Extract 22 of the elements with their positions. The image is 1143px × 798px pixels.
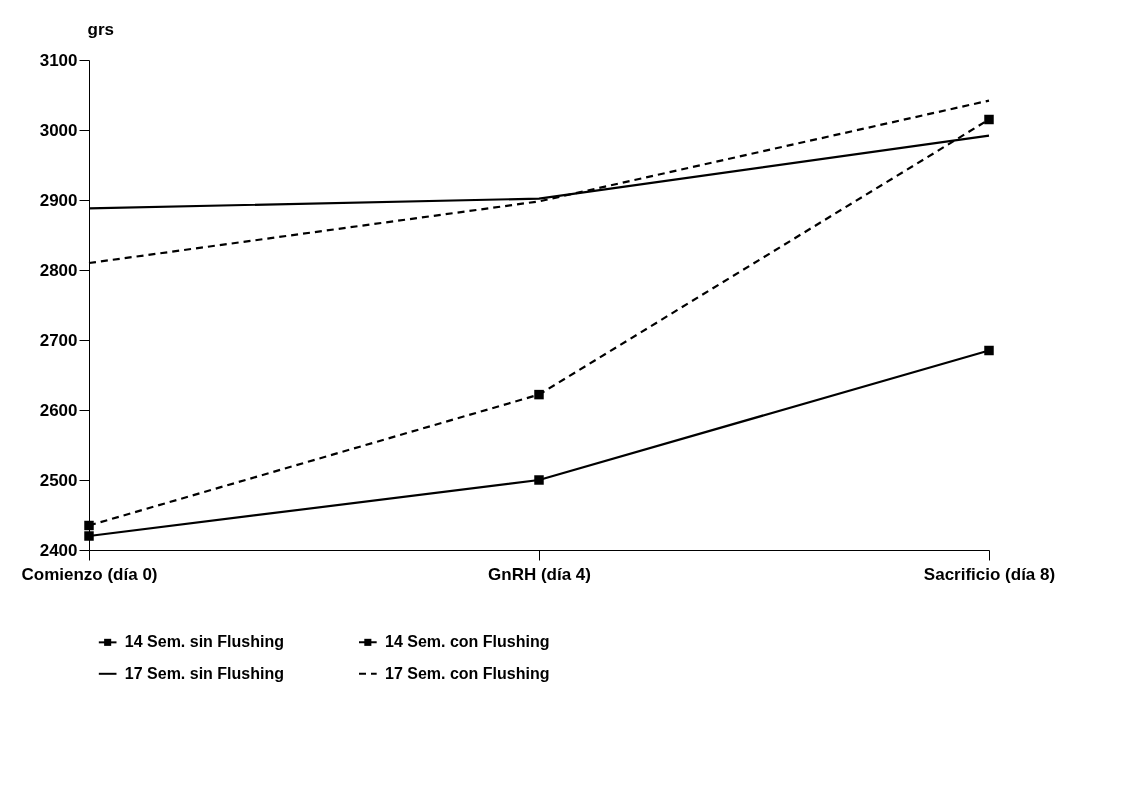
point <box>84 520 94 531</box>
y-tick-label: 3000 <box>39 120 78 140</box>
legend-label: 17 Sem. con Flushing <box>385 664 550 682</box>
x-tick-label: GnRH (día 4) <box>488 564 591 584</box>
legend-label: 17 Sem. sin Flushing <box>124 664 284 682</box>
y-tick-label: 2400 <box>39 540 78 560</box>
legend-label: 14 Sem. con Flushing <box>385 633 550 651</box>
y-axis-title: grs <box>87 19 114 39</box>
point <box>984 114 994 125</box>
y-tick-label: 2500 <box>39 470 78 490</box>
point <box>984 345 994 356</box>
y-tick-label: 2600 <box>39 400 78 420</box>
y-tick-label: 2900 <box>39 190 78 210</box>
point <box>534 475 544 485</box>
x-tick-label: Comienzo (día 0) <box>21 564 158 584</box>
x-tick-label: Sacrificio (día 8) <box>923 564 1056 584</box>
y-tick-label: 3100 <box>39 50 78 70</box>
y-tick-label: 2700 <box>39 330 78 350</box>
point <box>84 531 94 541</box>
legend-label: 14 Sem. sin Flushing <box>124 633 284 651</box>
point <box>534 389 544 400</box>
y-tick-label: 2800 <box>39 260 78 280</box>
